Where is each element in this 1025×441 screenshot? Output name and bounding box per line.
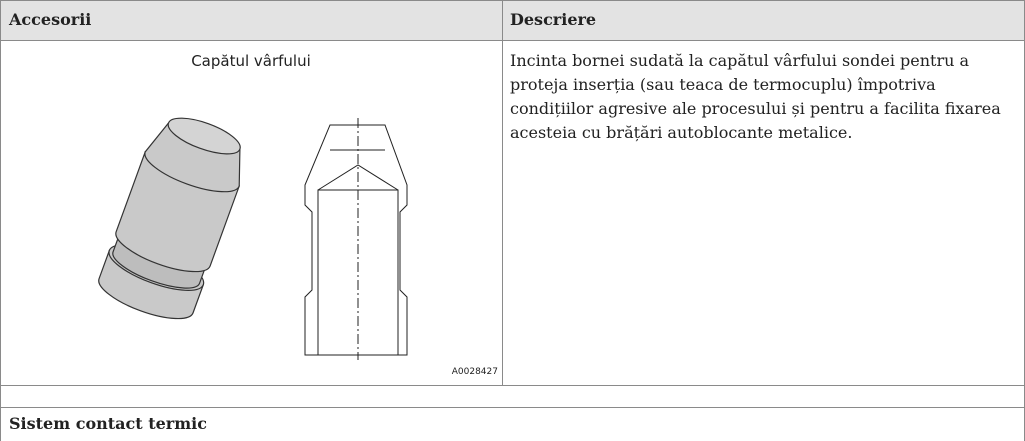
accessory-illustration xyxy=(98,117,241,320)
description: Incinta bornei sudată la capătul vârfulu… xyxy=(510,51,1001,142)
accessory-name: Capătul vârfului xyxy=(191,52,311,70)
header-background xyxy=(0,0,1025,40)
column-header: Descriere xyxy=(510,10,597,29)
section-title: Sistem contact termic xyxy=(9,414,207,433)
column-header: Accesorii xyxy=(9,10,92,29)
figure-id: A0028427 xyxy=(451,367,498,377)
technical-drawing xyxy=(304,118,408,360)
